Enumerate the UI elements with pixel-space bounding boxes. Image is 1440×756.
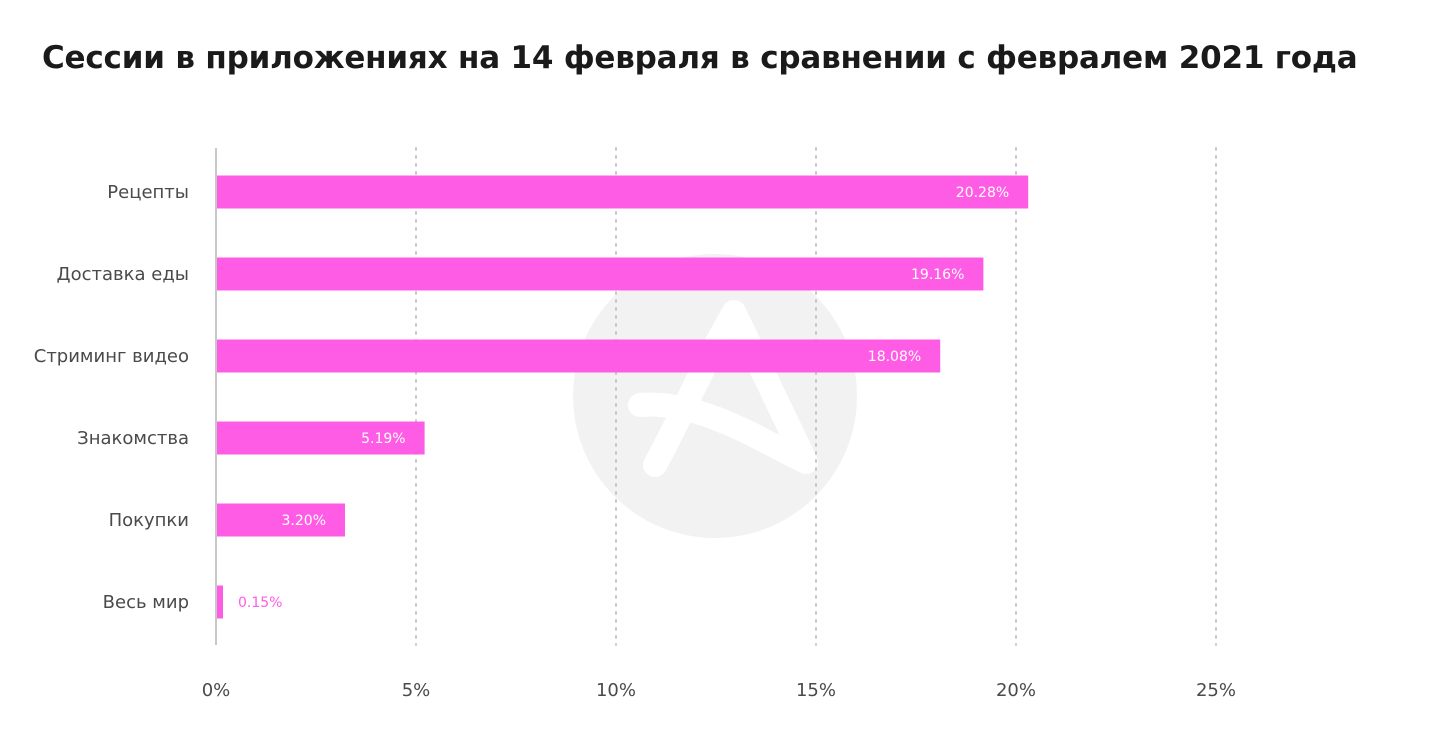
x-tick-label: 20% [996, 680, 1036, 701]
category-label: Покупки [109, 510, 189, 531]
bar [217, 339, 941, 373]
category-label: Знакомства [77, 428, 189, 449]
value-label: 18.08% [868, 349, 921, 365]
value-label: 20.28% [956, 185, 1009, 201]
bar [217, 257, 984, 291]
watermark-glyph [628, 300, 818, 477]
chart-title: Сессии в приложениях на 14 февраля в сра… [42, 40, 1358, 76]
x-tick-label: 10% [596, 680, 636, 701]
value-label: 5.19% [361, 431, 405, 447]
x-tick-label: 15% [796, 680, 836, 701]
x-tick-label: 0% [202, 680, 231, 701]
bar [217, 175, 1029, 209]
logo-watermark-icon [573, 254, 857, 538]
x-tick-label: 5% [402, 680, 431, 701]
value-label: 0.15% [238, 595, 282, 611]
value-label: 3.20% [282, 513, 326, 529]
bar [217, 503, 345, 537]
value-label: 19.16% [911, 267, 964, 283]
bar [217, 585, 223, 619]
category-label: Стриминг видео [34, 346, 189, 367]
x-tick-label: 25% [1196, 680, 1236, 701]
category-label: Весь мир [103, 592, 189, 613]
bar [217, 421, 425, 455]
category-label: Доставка еды [57, 264, 189, 285]
category-label: Рецепты [107, 182, 189, 203]
